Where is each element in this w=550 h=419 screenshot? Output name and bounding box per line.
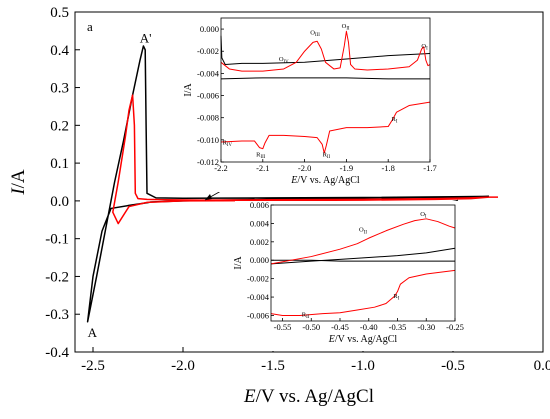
inset-upper-y-tick-label: -0.012 xyxy=(197,157,219,167)
inset-lower-x-label-symbol: E xyxy=(328,334,335,345)
inset-lower-y-tick-label: 0.000 xyxy=(250,255,269,265)
inset-lower-y-label: I/A xyxy=(233,256,244,270)
y-axis-label: I/A xyxy=(8,169,29,196)
main-y-tick-label: 0.1 xyxy=(50,156,69,172)
inset-upper-x-tick-label: -2.2 xyxy=(214,163,227,173)
main-series-red-1 xyxy=(112,94,498,225)
x-axis-label-symbol: E xyxy=(243,386,256,407)
inset-upper-x-tick-label: -2.1 xyxy=(256,163,269,173)
inset-upper-y-tick-label: -0.006 xyxy=(197,91,219,101)
inset-lower-peak-labels: OI OII RI RII xyxy=(302,211,427,320)
inset-lower-y-tick-label: -0.006 xyxy=(247,310,269,320)
inset-upper-x-label-text: /V vs. Ag/AgCl xyxy=(297,175,360,186)
main-y-tick-label: 0.4 xyxy=(50,43,69,59)
inset-lower-x-tick-label: -0.40 xyxy=(360,322,378,332)
y-axis-label-text: /A xyxy=(8,169,29,188)
main-series-group xyxy=(86,45,498,323)
inset-upper-x-tick-label: -1.8 xyxy=(381,163,394,173)
inset-lower-peak-label: RI xyxy=(393,293,399,302)
x-axis-label: E/V vs. Ag/AgCl xyxy=(243,386,374,407)
inset-upper-peak-label: OII xyxy=(342,23,350,32)
inset-lower-x-label-text: /V vs. Ag/AgCl xyxy=(335,334,398,345)
inset-lower-x-tick-label: -0.30 xyxy=(417,322,435,332)
inset-upper-y-label: I/A xyxy=(183,83,194,97)
main-x-tick-label: -1.5 xyxy=(261,358,285,374)
inset-upper-peak-label: RII xyxy=(323,151,331,160)
main-plot-frame xyxy=(74,11,544,353)
inset-lower-x-ticks: -0.55 -0.50 -0.45 -0.40 -0.35 -0.30 -0.25 xyxy=(274,318,464,332)
annotation-peak-a-prime: A' xyxy=(140,30,152,45)
inset-lower-peak-label: RII xyxy=(302,311,310,320)
inset-lower-series-black-0 xyxy=(270,247,456,265)
inset-upper-peak-labels: OIV OIII OII OI RI RII RIII RIV xyxy=(223,23,429,160)
inset-upper-x-label: E/V vs. Ag/AgCl xyxy=(290,175,360,186)
inset-lower-x-tick-label: -0.35 xyxy=(389,322,407,332)
inset-lower-series-red-2 xyxy=(270,218,456,265)
inset-lower-x-tick-label: -0.25 xyxy=(446,322,464,332)
inset-lower-peak-label: OI xyxy=(420,211,427,220)
main-y-tick-label: 0.5 xyxy=(50,5,69,21)
main-x-tick-label: -0.5 xyxy=(441,358,465,374)
main-x-tick-label: -1.0 xyxy=(351,358,375,374)
main-y-tick-label: 0.2 xyxy=(50,118,69,134)
inset-lower-peak-label: OII xyxy=(359,227,367,236)
inset-upper-y-tick-label: -0.004 xyxy=(197,68,220,78)
main-x-tick-label: -2.5 xyxy=(81,358,105,374)
inset-lower-x-tick-label: -0.55 xyxy=(274,322,292,332)
inset-lower-y-tick-label: 0.006 xyxy=(250,200,269,210)
inset-upper-series-black-0 xyxy=(220,35,431,66)
main-x-tick-label: -2.0 xyxy=(171,358,195,374)
inset-upper-x-tick-label: -1.9 xyxy=(340,163,353,173)
inset-upper-series-black-1 xyxy=(220,77,430,80)
inset-lower-y-tick-label: 0.004 xyxy=(250,218,270,228)
inset-plot-lower: -0.55 -0.50 -0.45 -0.40 -0.35 -0.30 -0.25 0.00… xyxy=(233,200,464,351)
inset-upper-peak-label: RI xyxy=(391,116,397,125)
panel-label: a xyxy=(87,19,93,34)
inset-upper-x-tick-label: -1.7 xyxy=(423,163,436,173)
inset-lower-x-tick-label: -0.50 xyxy=(302,322,320,332)
main-y-tick-label: -0.3 xyxy=(45,307,69,323)
inset-lower-y-tick-label: 0.002 xyxy=(250,237,269,247)
y-axis-label-symbol: I xyxy=(8,187,29,196)
inset-upper-series-red-2 xyxy=(220,30,431,72)
inset-upper-peak-label: OI xyxy=(421,43,428,52)
inset-upper-series-red-3 xyxy=(220,101,431,154)
main-y-tick-label: 0.0 xyxy=(50,194,69,210)
main-plot: -2.5 -2.0 -1.5 -1.0 -0.5 0.0 -0.4 -0.3 -0.2 -0.1… xyxy=(8,5,550,407)
inset-upper-peak-label: OIII xyxy=(310,30,320,39)
x-axis-label-text: /V vs. Ag/AgCl xyxy=(256,386,374,407)
inset-lower-series-black-1 xyxy=(271,259,455,262)
inset-plot-upper: -2.2 -2.1 -2.0 -1.9 -1.8 -1.7 0.000 -0.002 -0.0… xyxy=(183,14,438,192)
inset-upper-series xyxy=(220,30,431,154)
inset-upper-y-tick-label: 0.000 xyxy=(200,24,219,34)
main-x-tick-label: 0.0 xyxy=(534,358,550,374)
main-y-tick-label: -0.1 xyxy=(45,232,69,248)
inset-upper-y-ticks: 0.000 -0.002 -0.004 -0.006 -0.008 -0.010 -0.01… xyxy=(197,24,224,167)
inset-lower-y-tick-label: -0.002 xyxy=(247,274,269,284)
inset-lower-series-red-3 xyxy=(270,269,456,316)
inset-lower-series xyxy=(270,218,456,316)
annotation-point-a: A xyxy=(88,325,98,340)
inset-lower-x-label: E/V vs. Ag/AgCl xyxy=(328,334,398,345)
inset-lower-x-tick-label: -0.45 xyxy=(331,322,349,332)
inset-upper-peak-label: RIV xyxy=(223,139,233,148)
inset-upper-y-tick-label: -0.008 xyxy=(197,113,219,123)
inset-upper-peak-label: OIV xyxy=(279,56,289,65)
main-y-tick-label: -0.2 xyxy=(45,269,69,285)
inset-upper-peak-label: RIII xyxy=(256,151,266,160)
inset-upper-x-tick-label: -2.0 xyxy=(298,163,311,173)
inset-lower-y-tick-label: -0.004 xyxy=(247,292,270,302)
inset-lower-background xyxy=(235,201,463,351)
callout-arrowhead-inset-1 xyxy=(205,194,212,200)
inset-upper-x-label-symbol: E xyxy=(290,175,297,186)
inset-upper-y-tick-label: -0.002 xyxy=(197,46,219,56)
main-y-tick-label: -0.4 xyxy=(45,345,69,361)
main-x-axis-ticks: -2.5 -2.0 -1.5 -1.0 -0.5 0.0 xyxy=(81,347,550,374)
inset-lower-frame xyxy=(270,204,456,322)
main-y-axis-ticks: -0.4 -0.3 -0.2 -0.1 0.0 0.1 0.2 0.3 0.4 0.5 xyxy=(45,5,80,361)
main-y-tick-label: 0.3 xyxy=(50,81,69,97)
inset-upper-y-tick-label: -0.010 xyxy=(197,135,219,145)
inset-upper-frame xyxy=(220,17,431,163)
